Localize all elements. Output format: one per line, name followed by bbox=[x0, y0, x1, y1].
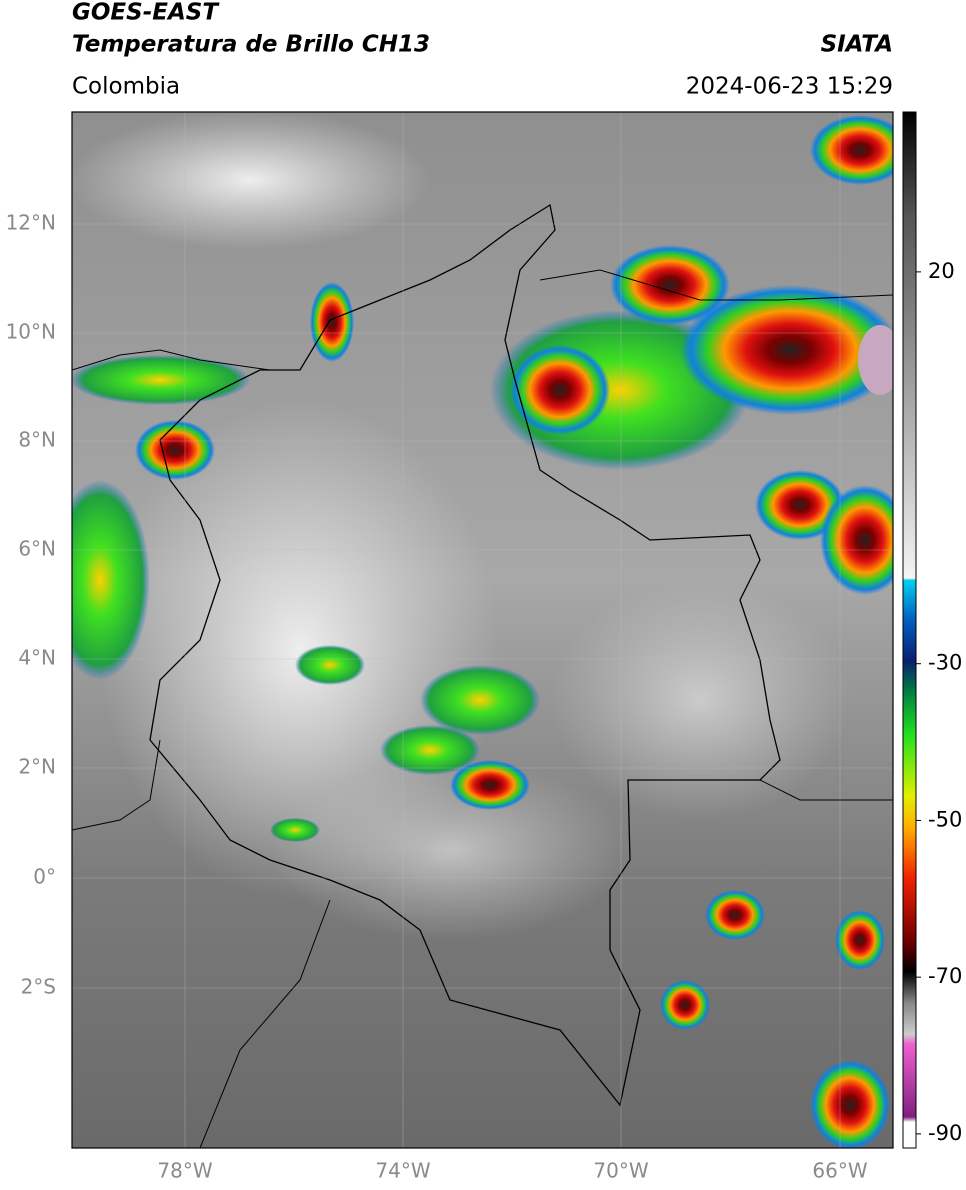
colorbar-tick-label: -90 bbox=[928, 1121, 962, 1145]
map-frame bbox=[71, 111, 894, 1149]
satellite-image bbox=[72, 112, 893, 1148]
lat-label: 2°S bbox=[21, 975, 56, 999]
colorbar-tick-label: -30 bbox=[928, 651, 962, 675]
timestamp: 2024-06-23 15:29 bbox=[686, 74, 893, 100]
colorbar-tick-label: -70 bbox=[928, 964, 962, 988]
colorbar-scale bbox=[902, 111, 917, 1149]
colorbar: 20 -30 -50 -70 -90 bbox=[902, 111, 962, 1149]
lon-label: 66°W bbox=[812, 1159, 867, 1183]
lat-label: 0° bbox=[33, 865, 56, 889]
colorbar-tick-label: -50 bbox=[928, 807, 962, 831]
lon-labels: 78°W 74°W 70°W 66°W bbox=[157, 1159, 867, 1183]
region: Colombia bbox=[72, 74, 180, 100]
lat-label: 12°N bbox=[6, 211, 56, 235]
agency: SIATA bbox=[821, 32, 893, 58]
lat-label: 2°N bbox=[18, 755, 56, 779]
lat-label: 6°N bbox=[18, 537, 56, 561]
title: GOES-EAST bbox=[72, 0, 220, 26]
subtitle: Temperatura de Brillo CH13 bbox=[72, 32, 430, 58]
lat-label: 4°N bbox=[18, 646, 56, 670]
lat-labels: 12°N 10°N 8°N 6°N 4°N 2°N 0° 2°S bbox=[6, 211, 56, 999]
lat-label: 8°N bbox=[18, 428, 56, 452]
lon-label: 70°W bbox=[593, 1159, 648, 1183]
lat-label: 10°N bbox=[6, 320, 56, 344]
colorbar-tick-label: 20 bbox=[928, 259, 955, 283]
lon-label: 78°W bbox=[157, 1159, 212, 1183]
lon-label: 74°W bbox=[375, 1159, 430, 1183]
